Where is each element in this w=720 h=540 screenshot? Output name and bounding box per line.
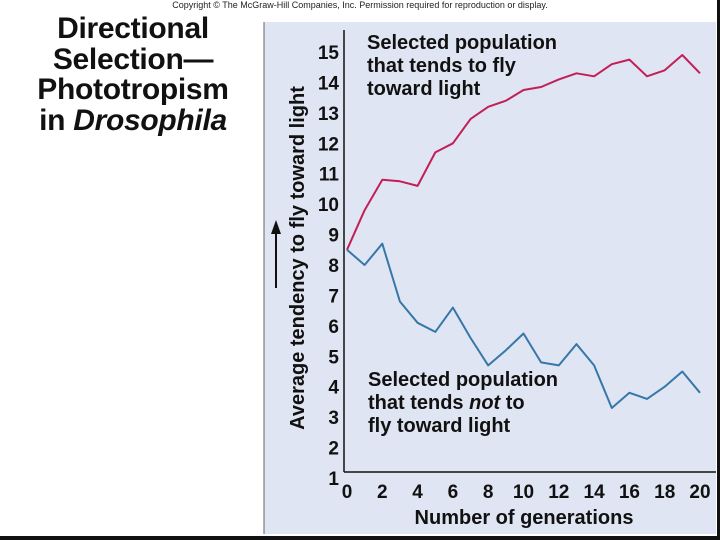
x-tick-label: 10 [513, 482, 534, 503]
y-tick-label: 14 [318, 73, 340, 94]
y-tick-label: 7 [328, 286, 339, 307]
x-tick-label: 6 [448, 482, 459, 503]
series-label-not-toward-light: Selected population that tends not to fl… [368, 369, 558, 437]
series-lines [346, 54, 701, 409]
y-tick-label: 8 [328, 256, 339, 277]
y-axis-label: Average tendency to fly toward light [287, 86, 309, 430]
series-label-not-italic: not [469, 392, 501, 414]
slide-title: Directional Selection— Phototropism in D… [2, 12, 264, 137]
title-line-2: Selection— [52, 42, 214, 76]
title-line-3: Phototropism [37, 73, 229, 106]
series-label-toward-line-2: that tends to fly [367, 55, 517, 77]
x-tick-label: 20 [689, 482, 710, 503]
series-label-toward-light: Selected population that tends to fly to… [367, 32, 557, 100]
x-tick-label: 16 [619, 482, 640, 503]
series-label-toward-line-3: toward light [367, 78, 481, 100]
y-tick-label: 12 [318, 134, 339, 155]
y-tick-label: 1 [328, 469, 339, 490]
series-label-not-line-2a: that tends [368, 392, 469, 414]
y-tick-label: 4 [328, 378, 339, 399]
y-tick-label: 3 [328, 408, 339, 429]
title-species: Drosophila [73, 103, 227, 137]
y-tick-label: 11 [319, 165, 340, 186]
title-line-4: in Drosophila [2, 103, 264, 137]
y-tick-label: 5 [328, 347, 339, 368]
series-line-not-toward-light [346, 242, 701, 409]
title-line-1: Directional [57, 12, 209, 45]
series-line-toward-light [346, 54, 701, 251]
series-label-not-line-2: that tends not to [368, 392, 525, 414]
y-tick-label: 9 [328, 226, 339, 247]
x-tick-label: 12 [548, 482, 569, 503]
slide-right-border [717, 0, 720, 540]
y-tick-label: 2 [328, 439, 339, 460]
y-tick-label: 13 [318, 104, 339, 125]
series-label-toward-line-1: Selected population [367, 32, 557, 54]
x-tick-labels: 0 2 4 6 8 10 12 14 16 18 20 [342, 482, 711, 503]
y-tick-label: 6 [328, 317, 339, 338]
y-axis-arrow [271, 220, 281, 288]
series-label-not-line-2b: to [500, 392, 524, 414]
x-tick-label: 8 [483, 482, 494, 503]
chart-panel-background [264, 22, 716, 534]
x-axis-label: Number of generations [415, 507, 634, 529]
x-tick-label: 4 [412, 482, 423, 503]
title-line-4-prefix: in [39, 103, 74, 137]
slide-bottom-border [0, 536, 720, 540]
x-tick-label: 14 [584, 482, 606, 503]
series-label-not-line-1: Selected population [368, 369, 558, 391]
x-tick-label: 0 [342, 482, 353, 503]
x-tick-label: 2 [377, 482, 388, 503]
y-tick-label: 15 [318, 43, 340, 64]
copyright-notice: Copyright © The McGraw-Hill Companies, I… [172, 0, 548, 10]
y-tick-label: 10 [318, 195, 339, 216]
x-tick-label: 18 [654, 482, 675, 503]
series-label-not-line-3: fly toward light [368, 415, 511, 437]
